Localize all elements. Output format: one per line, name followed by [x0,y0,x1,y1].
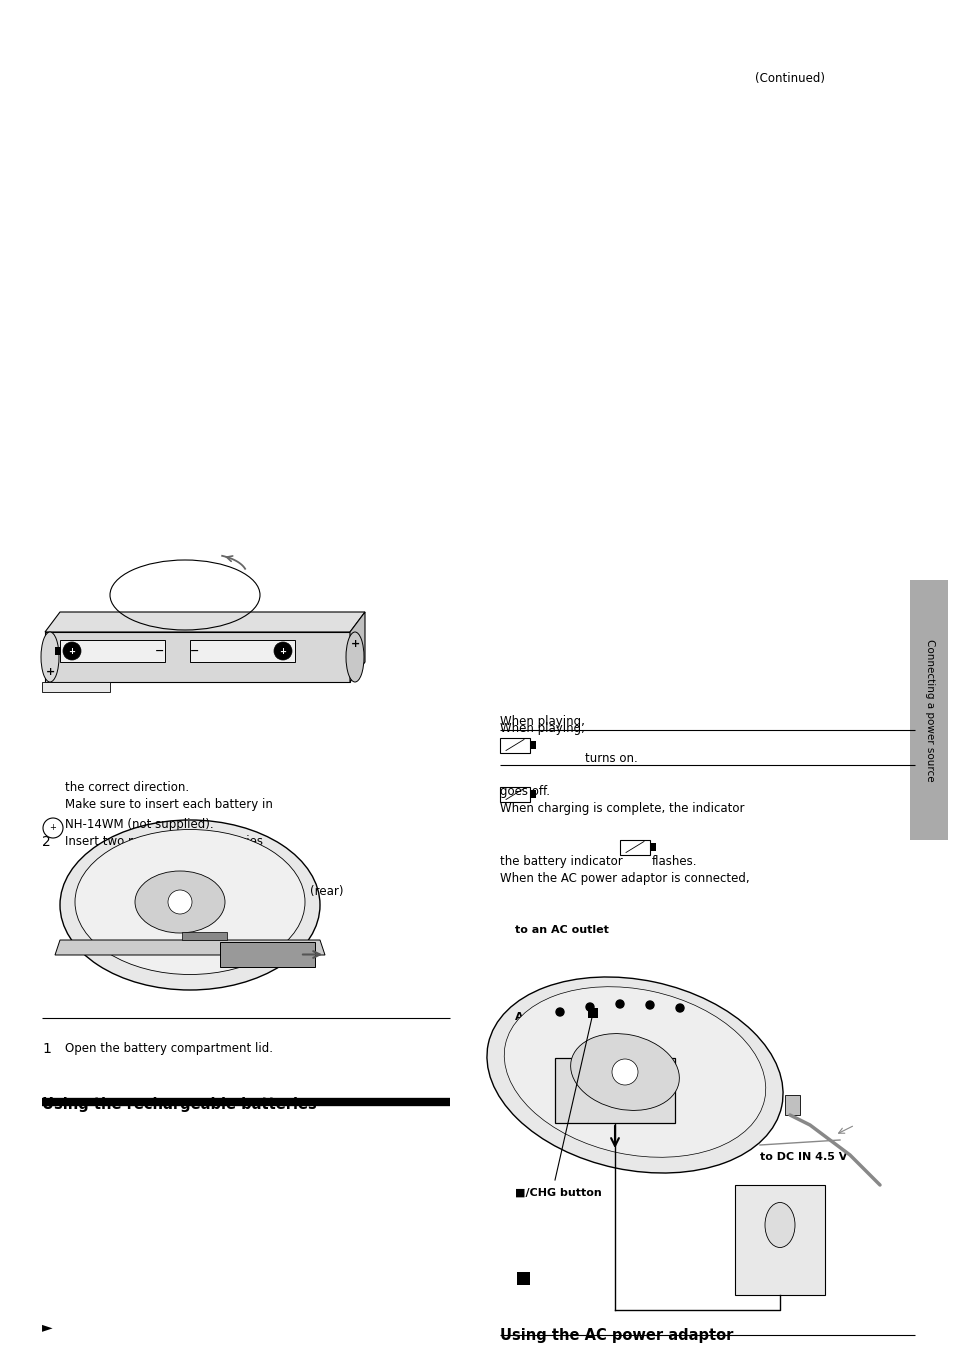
Ellipse shape [570,1034,679,1110]
Ellipse shape [504,987,765,1158]
Bar [182,932,227,940]
Bar [555,1058,675,1124]
Ellipse shape [346,632,364,683]
Text: −: − [155,646,165,655]
Text: ►: ► [42,1320,52,1334]
Polygon shape [45,612,365,632]
Bar [499,787,530,802]
Bar [909,579,947,840]
Text: +: + [50,824,56,832]
Text: +: + [350,639,359,649]
Text: −: − [190,646,199,655]
Bar [190,641,294,662]
Circle shape [616,1000,623,1008]
Polygon shape [42,683,110,692]
Circle shape [168,890,192,915]
Circle shape [645,1001,654,1010]
Polygon shape [784,1095,800,1115]
Text: the battery indicator: the battery indicator [499,855,622,868]
Text: Using the AC power adaptor: Using the AC power adaptor [499,1329,733,1343]
Circle shape [274,642,292,660]
Ellipse shape [764,1202,794,1247]
Ellipse shape [60,820,319,991]
Polygon shape [734,1185,824,1295]
Circle shape [676,1004,683,1012]
Text: When playing,: When playing, [499,722,584,735]
Text: +: + [279,646,286,655]
Bar [530,790,536,798]
Text: Using the rechargeable batteries: Using the rechargeable batteries [42,1096,316,1111]
Polygon shape [45,632,350,683]
Ellipse shape [75,829,305,974]
Text: (rear): (rear) [310,885,343,898]
Ellipse shape [135,871,225,934]
Polygon shape [350,612,365,683]
Text: ■/CHG button: ■/CHG button [515,1187,601,1198]
Bar [530,741,536,749]
Text: Make sure to insert each battery in: Make sure to insert each battery in [65,798,273,811]
Text: 2: 2 [42,835,51,849]
Bar [499,737,530,753]
Text: flashes.: flashes. [651,855,697,868]
Bar [60,641,165,662]
Text: When playing,: When playing, [499,715,584,727]
Bar [517,1272,530,1285]
Text: Open the battery compartment lid.: Open the battery compartment lid. [65,1042,273,1054]
Polygon shape [55,940,325,955]
Text: When charging is complete, the indicator: When charging is complete, the indicator [499,802,743,816]
Text: +: + [46,668,54,677]
Circle shape [63,642,81,660]
Text: Connecting a power source: Connecting a power source [924,639,934,782]
Text: AC power adaptor: AC power adaptor [515,1012,627,1022]
Bar [220,942,314,968]
Text: to DC IN 4.5 V: to DC IN 4.5 V [760,1152,846,1162]
Text: 1: 1 [42,1042,51,1056]
Bar [619,840,649,855]
Circle shape [43,818,63,839]
Ellipse shape [41,632,59,683]
Text: to an AC outlet: to an AC outlet [515,925,608,935]
Ellipse shape [486,977,782,1172]
Text: goes off.: goes off. [499,784,550,798]
Text: NH-14WM (not supplied).: NH-14WM (not supplied). [65,818,213,830]
Text: the correct direction.: the correct direction. [65,782,189,794]
Text: When the AC power adaptor is connected,: When the AC power adaptor is connected, [499,873,749,885]
Bar [649,843,656,851]
Text: +: + [69,646,75,655]
Text: Insert two rechargeable batteries: Insert two rechargeable batteries [65,835,263,848]
Circle shape [612,1058,638,1086]
Circle shape [585,1003,594,1011]
Text: (Continued): (Continued) [754,72,824,85]
Bar [55,647,61,655]
Bar [587,1008,598,1018]
Circle shape [556,1008,563,1016]
Text: turns on.: turns on. [584,752,638,765]
